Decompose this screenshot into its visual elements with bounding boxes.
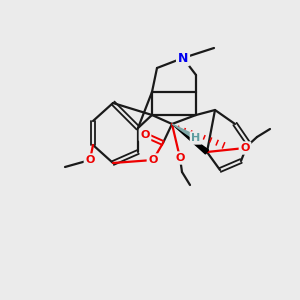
Text: O: O — [240, 143, 250, 153]
Text: O: O — [175, 153, 185, 163]
Text: N: N — [178, 52, 188, 64]
Text: H: H — [191, 133, 201, 143]
Text: O: O — [85, 155, 95, 165]
Polygon shape — [172, 124, 197, 140]
Text: O: O — [140, 130, 150, 140]
Polygon shape — [172, 124, 208, 154]
Text: O: O — [148, 155, 158, 165]
